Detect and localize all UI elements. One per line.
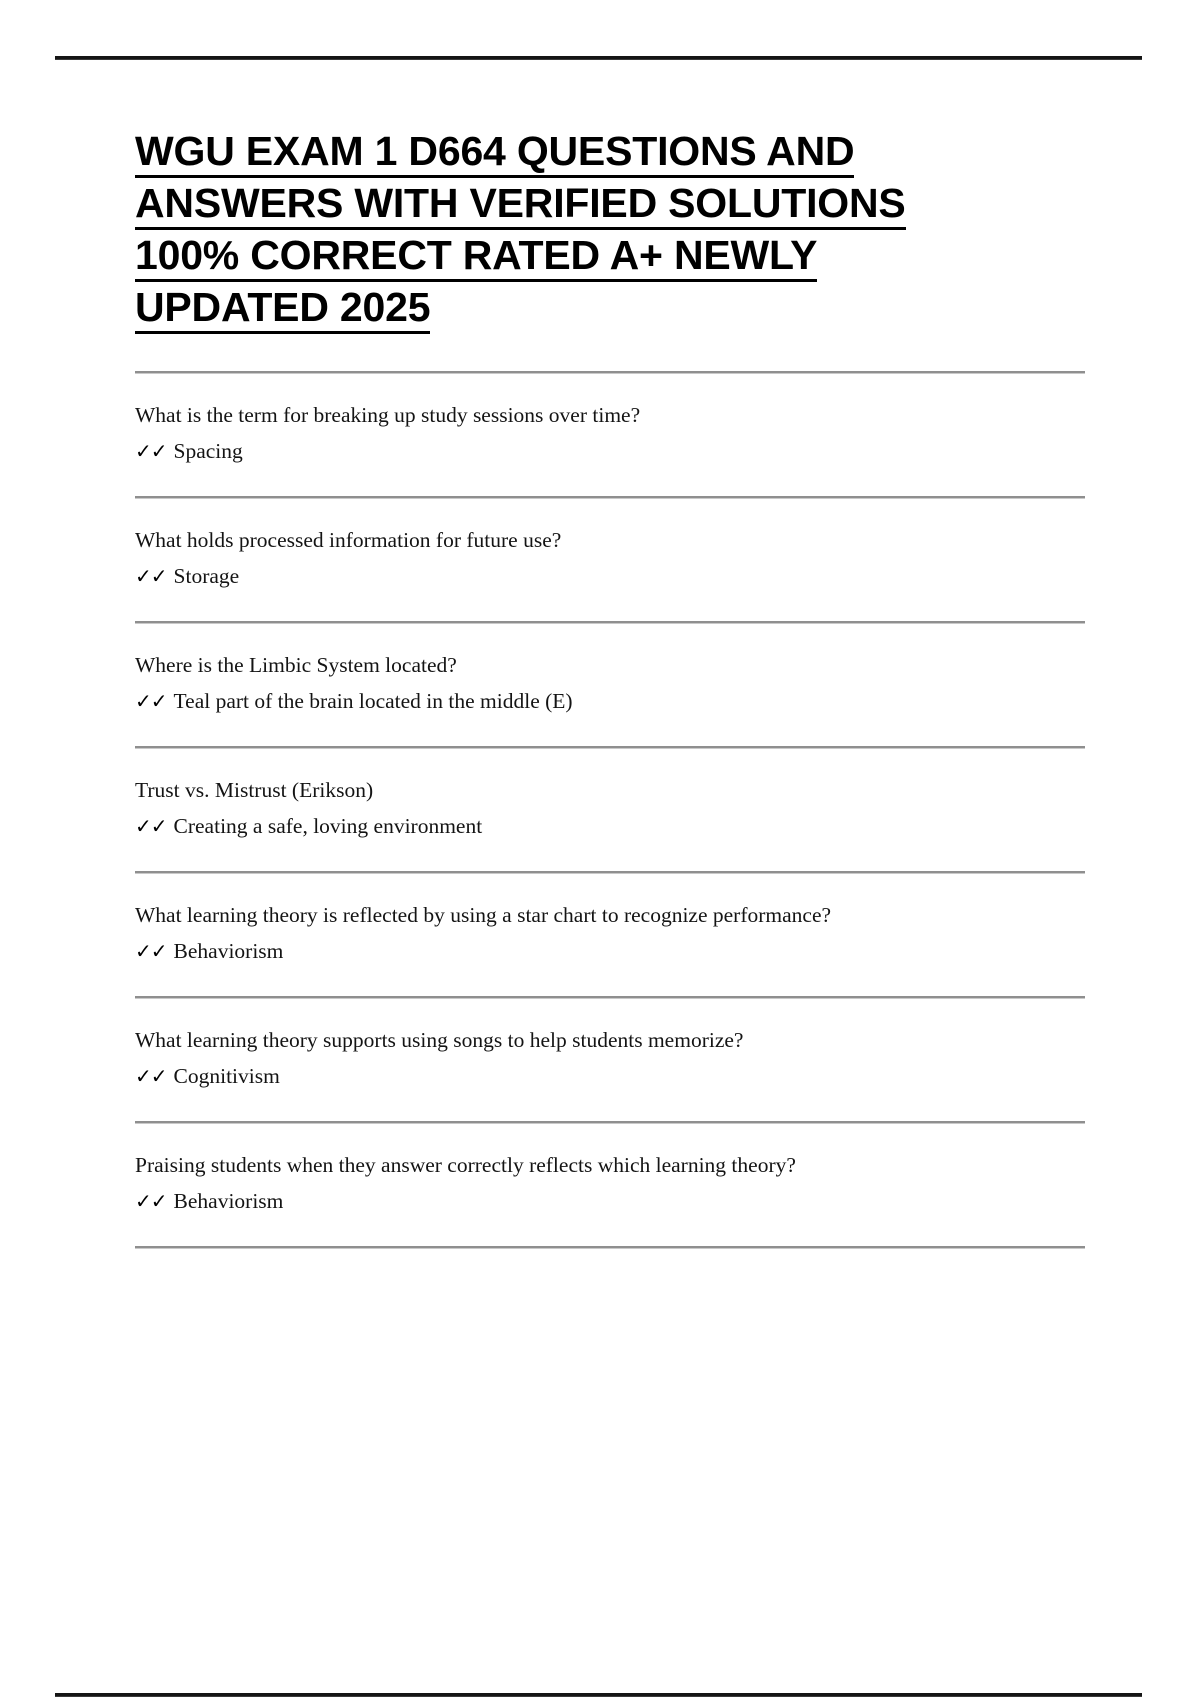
qa-block: What holds processed information for fut… (135, 499, 1085, 621)
qa-separator (135, 1121, 1085, 1124)
page-bottom-rule (55, 1693, 1142, 1696)
qa-answer: ✓✓ Behaviorism (135, 1186, 1085, 1216)
page-title-line-1: WGU EXAM 1 D664 QUESTIONS AND (135, 128, 855, 178)
qa-separator (135, 496, 1085, 499)
double-check-icon: ✓✓ (135, 814, 168, 838)
qa-answer: ✓✓ Behaviorism (135, 936, 1085, 966)
qa-question: Praising students when they answer corre… (135, 1153, 796, 1177)
qa-separator (135, 746, 1085, 749)
double-check-icon: ✓✓ (135, 439, 168, 463)
qa-block: Where is the Limbic System located? ✓✓ Tea… (135, 624, 1085, 746)
qa-block: What learning theory supports using song… (135, 999, 1085, 1121)
qa-separator (135, 621, 1085, 624)
page-title-line-3: 100% CORRECT RATED A+ NEWLY (135, 232, 817, 282)
page-title-line-2: ANSWERS WITH VERIFIED SOLUTIONS (135, 180, 906, 230)
qa-answer-text: Creating a safe, loving environment (173, 814, 483, 838)
qa-question: Where is the Limbic System located? (135, 653, 457, 677)
page-title: WGU EXAM 1 D664 QUESTIONS AND ANSWERS WI… (135, 125, 1005, 334)
qa-separator (135, 371, 1085, 374)
qa-answer-text: Storage (173, 564, 240, 588)
qa-answer-text: Behaviorism (173, 939, 284, 963)
qa-answer-text: Behaviorism (173, 1189, 284, 1213)
double-check-icon: ✓✓ (135, 564, 168, 588)
qa-answer: ✓✓ Spacing (135, 436, 1085, 466)
double-check-icon: ✓✓ (135, 1064, 168, 1088)
page-top-rule (55, 56, 1142, 59)
double-check-icon: ✓✓ (135, 1189, 168, 1213)
qa-block: What is the term for breaking up study s… (135, 374, 1085, 496)
double-check-icon: ✓✓ (135, 939, 168, 963)
document-body: WGU EXAM 1 D664 QUESTIONS AND ANSWERS WI… (135, 125, 1085, 1249)
qa-answer-text: Teal part of the brain located in the mi… (173, 689, 573, 713)
qa-answer: ✓✓ Cognitivism (135, 1061, 1085, 1091)
qa-answer-text: Cognitivism (173, 1064, 280, 1088)
qa-separator (135, 996, 1085, 999)
double-check-icon: ✓✓ (135, 689, 168, 713)
qa-question: What is the term for breaking up study s… (135, 403, 641, 427)
qa-block: Praising students when they answer corre… (135, 1124, 1085, 1246)
qa-question: What learning theory is reflected by usi… (135, 903, 832, 927)
qa-block: Trust vs. Mistrust (Erikson) ✓✓ Creating a… (135, 749, 1085, 871)
qa-question: What holds processed information for fut… (135, 528, 562, 552)
qa-block: What learning theory is reflected by usi… (135, 874, 1085, 996)
title-spacer (135, 333, 1085, 371)
qa-answer: ✓✓ Teal part of the brain located in the … (135, 686, 1085, 716)
qa-answer: ✓✓ Storage (135, 561, 1085, 591)
qa-question: Trust vs. Mistrust (Erikson) (135, 778, 374, 802)
qa-answer: ✓✓ Creating a safe, loving environment (135, 811, 1085, 841)
qa-separator (135, 871, 1085, 874)
qa-separator (135, 1246, 1085, 1249)
qa-question: What learning theory supports using song… (135, 1028, 744, 1052)
qa-answer-text: Spacing (173, 439, 243, 463)
qa-list: What is the term for breaking up study s… (135, 371, 1085, 1249)
page-title-line-4: UPDATED 2025 (135, 284, 431, 334)
